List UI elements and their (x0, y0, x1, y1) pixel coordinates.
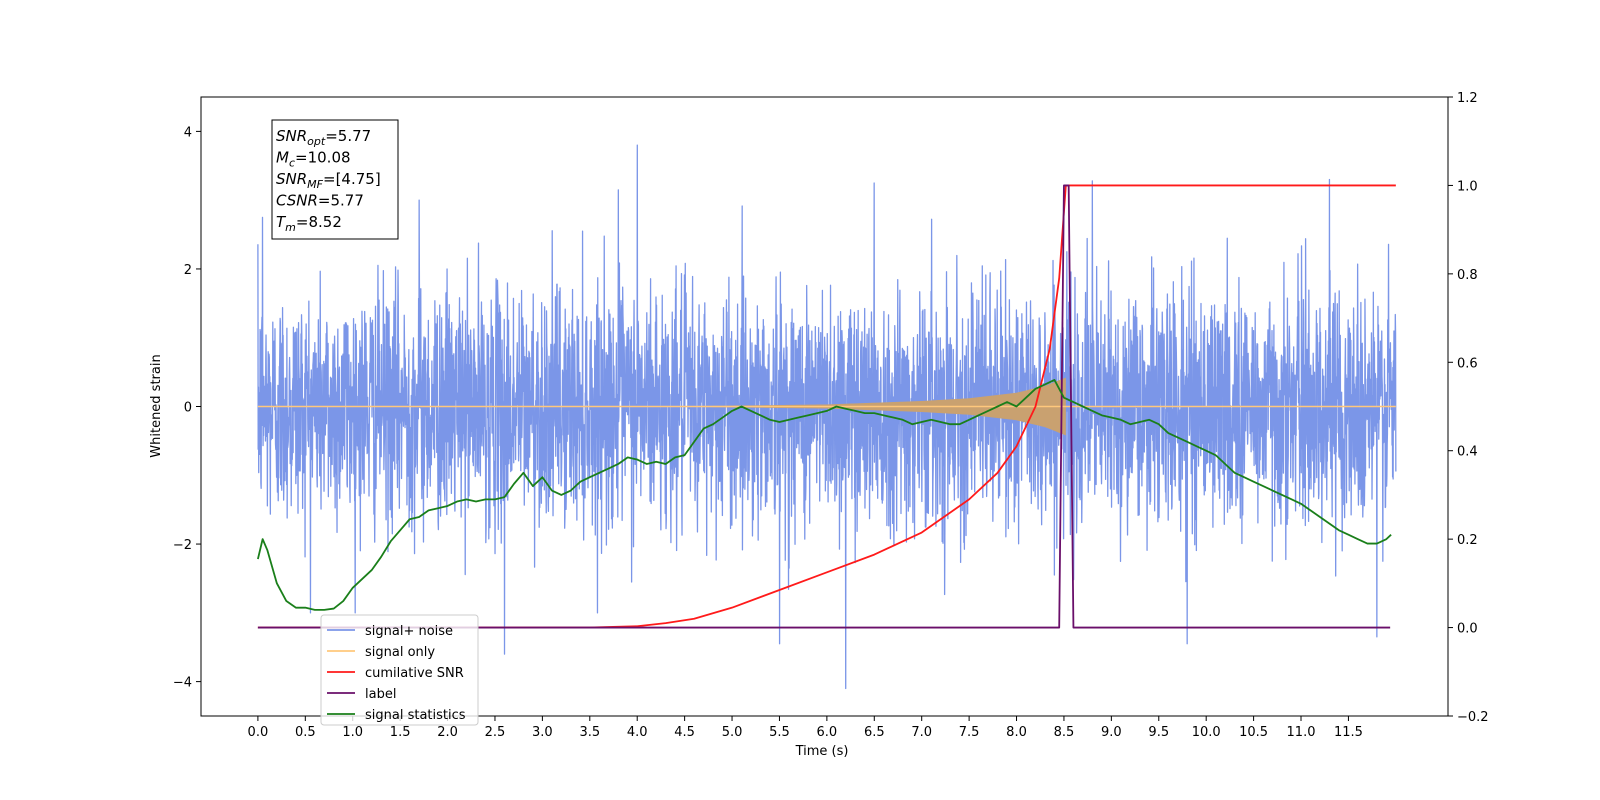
annotation-value: =[4.75] (323, 170, 381, 188)
series-label (257, 184, 1391, 629)
annotation-value: =5.77 (325, 127, 371, 145)
y-tick-label: 0 (184, 401, 192, 416)
y-tick-label: 2 (184, 263, 192, 278)
legend-label: cumilative SNR (365, 666, 464, 681)
annotation-symbol: SNR (276, 127, 307, 145)
y2-tick-label: −0.2 (1457, 710, 1489, 725)
series-signal-statistics (257, 379, 1392, 611)
x-tick-label: 2.0 (437, 725, 458, 740)
x-tick-label: 4.0 (627, 725, 648, 740)
x-tick-label: 9.5 (1148, 725, 1169, 740)
annotation-symbol: SNR (276, 170, 307, 188)
legend-frame (320, 614, 479, 726)
x-tick-label: 1.5 (390, 725, 411, 740)
x-tick-label: 4.5 (674, 725, 695, 740)
x-tick-label: 6.5 (864, 725, 885, 740)
y2-tick-label: 1.0 (1457, 179, 1478, 194)
annotation-subscript: c (289, 157, 295, 170)
annotation-box: SNRopt=5.77Mc=10.08SNRMF=[4.75]CSNR=5.77… (271, 119, 399, 240)
series-layer (257, 144, 1397, 690)
x-tick-label: 5.5 (769, 725, 790, 740)
x-tick-label: 10.0 (1192, 725, 1221, 740)
y2-tick-label: 0.2 (1457, 533, 1478, 548)
y-axis-right: −0.2 0.0 0.2 0.4 0.6 0.8 1.0 1.2 (1448, 91, 1489, 725)
x-tick-label: 10.5 (1239, 725, 1268, 740)
x-tick-label: 3.0 (532, 725, 553, 740)
x-tick-label: 6.0 (817, 725, 838, 740)
y-axis-label: Whitened strain (149, 354, 164, 457)
x-tick-label: 11.5 (1334, 725, 1363, 740)
y-tick-label: 4 (184, 125, 192, 140)
x-axis: 0.0 0.5 1.0 1.5 2.0 2.5 3.0 3.5 4.0 4.5 5.0 5.5 6.0 6… (248, 716, 1363, 740)
legend-label: label (365, 687, 396, 702)
annotation-symbol: M (276, 149, 289, 167)
x-tick-label: 0.5 (295, 725, 316, 740)
annotation-subscript: opt (307, 135, 326, 148)
series-signal-noise (257, 144, 1397, 690)
annotation-line: SNRopt=5.77 (276, 127, 371, 148)
annotation-line: SNRMF=[4.75] (276, 170, 381, 191)
annotation-subscript: m (285, 221, 296, 234)
y-axis-left: −4 −2 0 2 4 (173, 125, 201, 691)
legend-label: signal+ noise (365, 624, 453, 639)
annotation-line: Tm=8.52 (276, 213, 342, 234)
annotation-subscript: MF (307, 178, 323, 191)
y2-tick-label: 0.6 (1457, 356, 1478, 371)
annotation-value: =5.77 (318, 192, 364, 210)
x-tick-label: 7.5 (959, 725, 980, 740)
x-tick-label: 11.0 (1287, 725, 1316, 740)
legend-label: signal statistics (365, 708, 466, 723)
y2-tick-label: 0.8 (1457, 268, 1478, 283)
y-tick-label: −4 (173, 676, 192, 691)
y2-tick-label: 0.0 (1457, 622, 1478, 637)
y2-tick-label: 0.4 (1457, 445, 1478, 460)
annotation-value: =8.52 (296, 213, 342, 231)
series-cumulative-snr (257, 184, 1396, 629)
x-tick-label: 8.0 (1006, 725, 1027, 740)
x-tick-label: 7.0 (911, 725, 932, 740)
x-tick-label: 1.0 (342, 725, 363, 740)
y-tick-label: −2 (173, 538, 192, 553)
x-tick-label: 8.5 (1054, 725, 1075, 740)
annotation-symbol: T (276, 213, 287, 231)
x-tick-label: 2.5 (485, 725, 506, 740)
legend-label: signal only (365, 645, 435, 660)
annotation-frame (271, 119, 399, 240)
annotation-line: Mc=10.08 (276, 149, 351, 170)
x-tick-label: 9.0 (1101, 725, 1122, 740)
annotation-symbol: CSNR (276, 192, 318, 210)
annotation-line: CSNR=5.77 (276, 192, 364, 210)
annotation-value: =10.08 (295, 149, 351, 167)
y2-tick-label: 1.2 (1457, 91, 1478, 106)
x-tick-label: 3.5 (579, 725, 600, 740)
legend: signal+ noise signal only cumilative SNR la… (320, 614, 479, 726)
x-axis-label: Time (s) (795, 744, 849, 759)
x-tick-label: 5.0 (722, 725, 743, 740)
x-tick-label: 0.0 (248, 725, 269, 740)
